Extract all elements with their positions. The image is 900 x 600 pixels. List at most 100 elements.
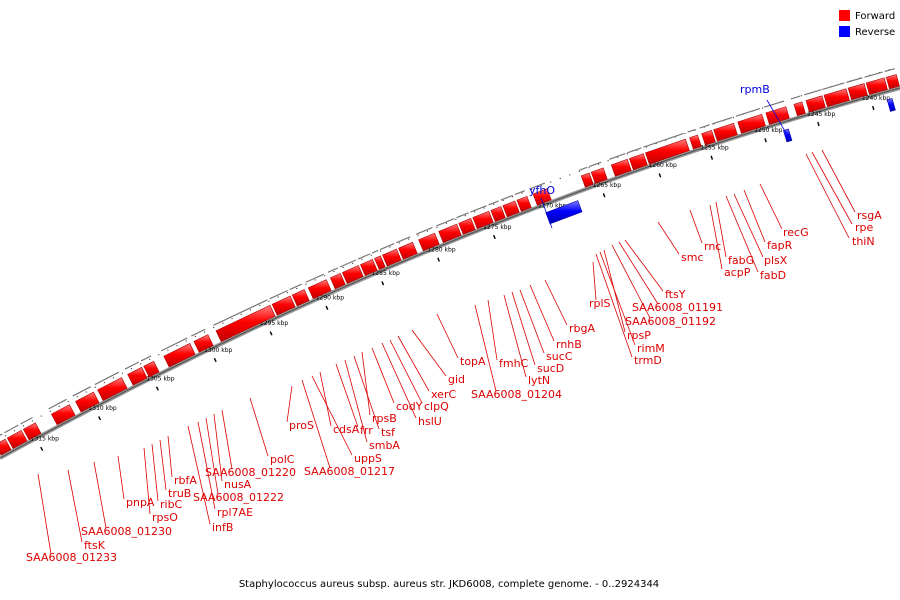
gene-label[interactable]: rpl7AE [217, 506, 253, 519]
gene-annotation[interactable]: lytN [503, 294, 550, 387]
gene-label[interactable]: rpsO [152, 511, 178, 524]
gene-label[interactable]: rpmB [740, 83, 770, 96]
gene-label[interactable]: pnpA [126, 496, 155, 509]
gene-annotation[interactable]: rplS [589, 261, 611, 310]
gene-label[interactable]: fmhC [499, 357, 529, 370]
gene-annotation[interactable]: polC [249, 397, 295, 466]
gene-annotation[interactable]: SAA6008_01191 [618, 241, 723, 314]
gene-label[interactable]: rnhB [556, 338, 582, 351]
gene-annotation[interactable]: rpe [811, 151, 874, 234]
gene-label[interactable]: smbA [369, 439, 400, 452]
gene-annotation[interactable]: proS [286, 385, 314, 432]
gene-annotation[interactable]: uppS [311, 375, 382, 465]
gene-annotation[interactable]: gid [411, 329, 465, 386]
gene-label[interactable]: topA [460, 355, 486, 368]
gene-annotation[interactable]: rbgA [544, 279, 595, 335]
gene-label[interactable]: xerC [431, 388, 456, 401]
gene-annotation[interactable]: SAA6008_01233 [26, 473, 117, 564]
gene-label[interactable]: SAA6008_01204 [471, 388, 562, 401]
gene-label[interactable]: trmD [634, 354, 662, 367]
gene-label[interactable]: codY [396, 400, 423, 413]
gene-annotation[interactable]: nusA [213, 413, 252, 491]
gene-annotation[interactable]: sucD [511, 291, 564, 375]
gene-label[interactable]: polC [270, 453, 295, 466]
gene-label[interactable]: smc [681, 251, 704, 264]
gene-label[interactable]: truB [168, 487, 191, 500]
gene-annotation[interactable]: rsgA [821, 149, 882, 222]
gene-label[interactable]: SAA6008_01222 [193, 491, 284, 504]
gene-annotation[interactable]: plsX [733, 193, 788, 267]
gene-annotation[interactable]: infB [187, 425, 233, 534]
gene-annotation[interactable]: SAA6008_01220 [205, 409, 296, 479]
gene-label[interactable]: rimM [637, 342, 665, 355]
gene-label[interactable]: yfhO [529, 184, 555, 197]
gene-annotation[interactable]: acpP [709, 204, 751, 279]
gene-label[interactable]: tsf [381, 426, 396, 439]
gene-annotation[interactable]: tsf [353, 355, 396, 439]
gene-annotation[interactable]: fabD [725, 195, 786, 282]
gene-label[interactable]: SAA6008_01192 [625, 315, 716, 328]
gene-annotation[interactable]: SAA6008_01192 [611, 244, 716, 328]
gene-label[interactable]: recG [783, 226, 809, 239]
gene-annotation[interactable]: rbfA [167, 435, 197, 487]
gene-annotation[interactable]: hslU [381, 342, 442, 428]
gene-annotation[interactable]: frr [335, 363, 373, 437]
gene-label[interactable]: fabD [760, 269, 786, 282]
gene-label[interactable]: SAA6008_01191 [632, 301, 723, 314]
gene-annotation[interactable]: SAA6008_01222 [193, 417, 284, 504]
gene-annotation[interactable]: xerC [397, 335, 456, 401]
gene-annotation[interactable]: recG [759, 183, 809, 239]
gene-label[interactable]: rplS [589, 297, 611, 310]
gene-annotation[interactable]: trmD [595, 253, 662, 367]
gene-annotation[interactable]: pnpA [117, 455, 155, 509]
gene-label[interactable]: rbfA [174, 474, 197, 487]
gene-label[interactable]: fapR [767, 239, 793, 252]
gene-annotation[interactable]: SAA6008_01204 [471, 304, 562, 401]
gene-label[interactable]: proS [289, 419, 314, 432]
gene-annotation[interactable]: fapR [743, 189, 793, 252]
gene-label[interactable]: rpe [855, 221, 874, 234]
gene-label[interactable]: clpQ [424, 400, 449, 413]
gene-label[interactable]: SAA6008_01233 [26, 551, 117, 564]
gene-annotation[interactable]: SAA6008_01230 [81, 461, 172, 538]
gene-annotation[interactable]: rpsO [143, 447, 178, 524]
gene-annotation[interactable]: rnc [689, 209, 721, 253]
gene-label[interactable]: nusA [224, 478, 252, 491]
gene-annotation[interactable]: rnhB [529, 284, 582, 351]
gene-annotation[interactable]: codY [371, 347, 423, 413]
gene-label[interactable]: plsX [764, 254, 788, 267]
gene-label[interactable]: infB [212, 521, 233, 534]
gene-annotation[interactable]: rpl7AE [197, 421, 253, 519]
gene-label[interactable]: frr [360, 424, 373, 437]
gene-annotation[interactable]: sucC [519, 289, 573, 363]
gene-label[interactable]: rsgA [857, 209, 882, 222]
gene-annotation[interactable]: ftsY [624, 239, 686, 301]
gene-label[interactable]: uppS [354, 452, 382, 465]
gene-annotation[interactable]: yfhO [529, 184, 555, 229]
gene-label[interactable]: SAA6008_01217 [304, 465, 395, 478]
gene-label[interactable]: SAA6008_01230 [81, 525, 172, 538]
gene-label[interactable]: acpP [724, 266, 751, 279]
gene-annotation[interactable]: ftsK [67, 469, 106, 552]
gene-label[interactable]: sucC [546, 350, 573, 363]
gene-label[interactable]: rnc [704, 240, 721, 253]
gene-annotation[interactable]: truB [159, 439, 191, 500]
gene-label[interactable]: lytN [528, 374, 550, 387]
gene-label[interactable]: thiN [852, 235, 875, 248]
gene-annotation[interactable]: thiN [805, 153, 875, 248]
gene-label[interactable]: hslU [418, 415, 442, 428]
gene-annotation[interactable]: clpQ [389, 339, 449, 413]
gene-label[interactable]: rpsP [627, 329, 651, 342]
gene-annotation[interactable]: rimM [599, 251, 665, 355]
gene-annotation[interactable]: SAA6008_01217 [301, 379, 395, 478]
gene-label[interactable]: gid [448, 373, 465, 386]
gene-label[interactable]: ftsY [665, 288, 686, 301]
gene-label[interactable]: fabG [728, 254, 754, 267]
gene-annotation[interactable]: fabG [715, 201, 754, 267]
gene-label[interactable]: rbgA [569, 322, 595, 335]
gene-label[interactable]: rpsB [372, 412, 397, 425]
gene-annotation[interactable]: topA [436, 313, 486, 368]
gene-label[interactable]: SAA6008_01220 [205, 466, 296, 479]
gene-label[interactable]: ribC [160, 498, 183, 511]
gene-annotation[interactable]: smbA [344, 359, 400, 452]
